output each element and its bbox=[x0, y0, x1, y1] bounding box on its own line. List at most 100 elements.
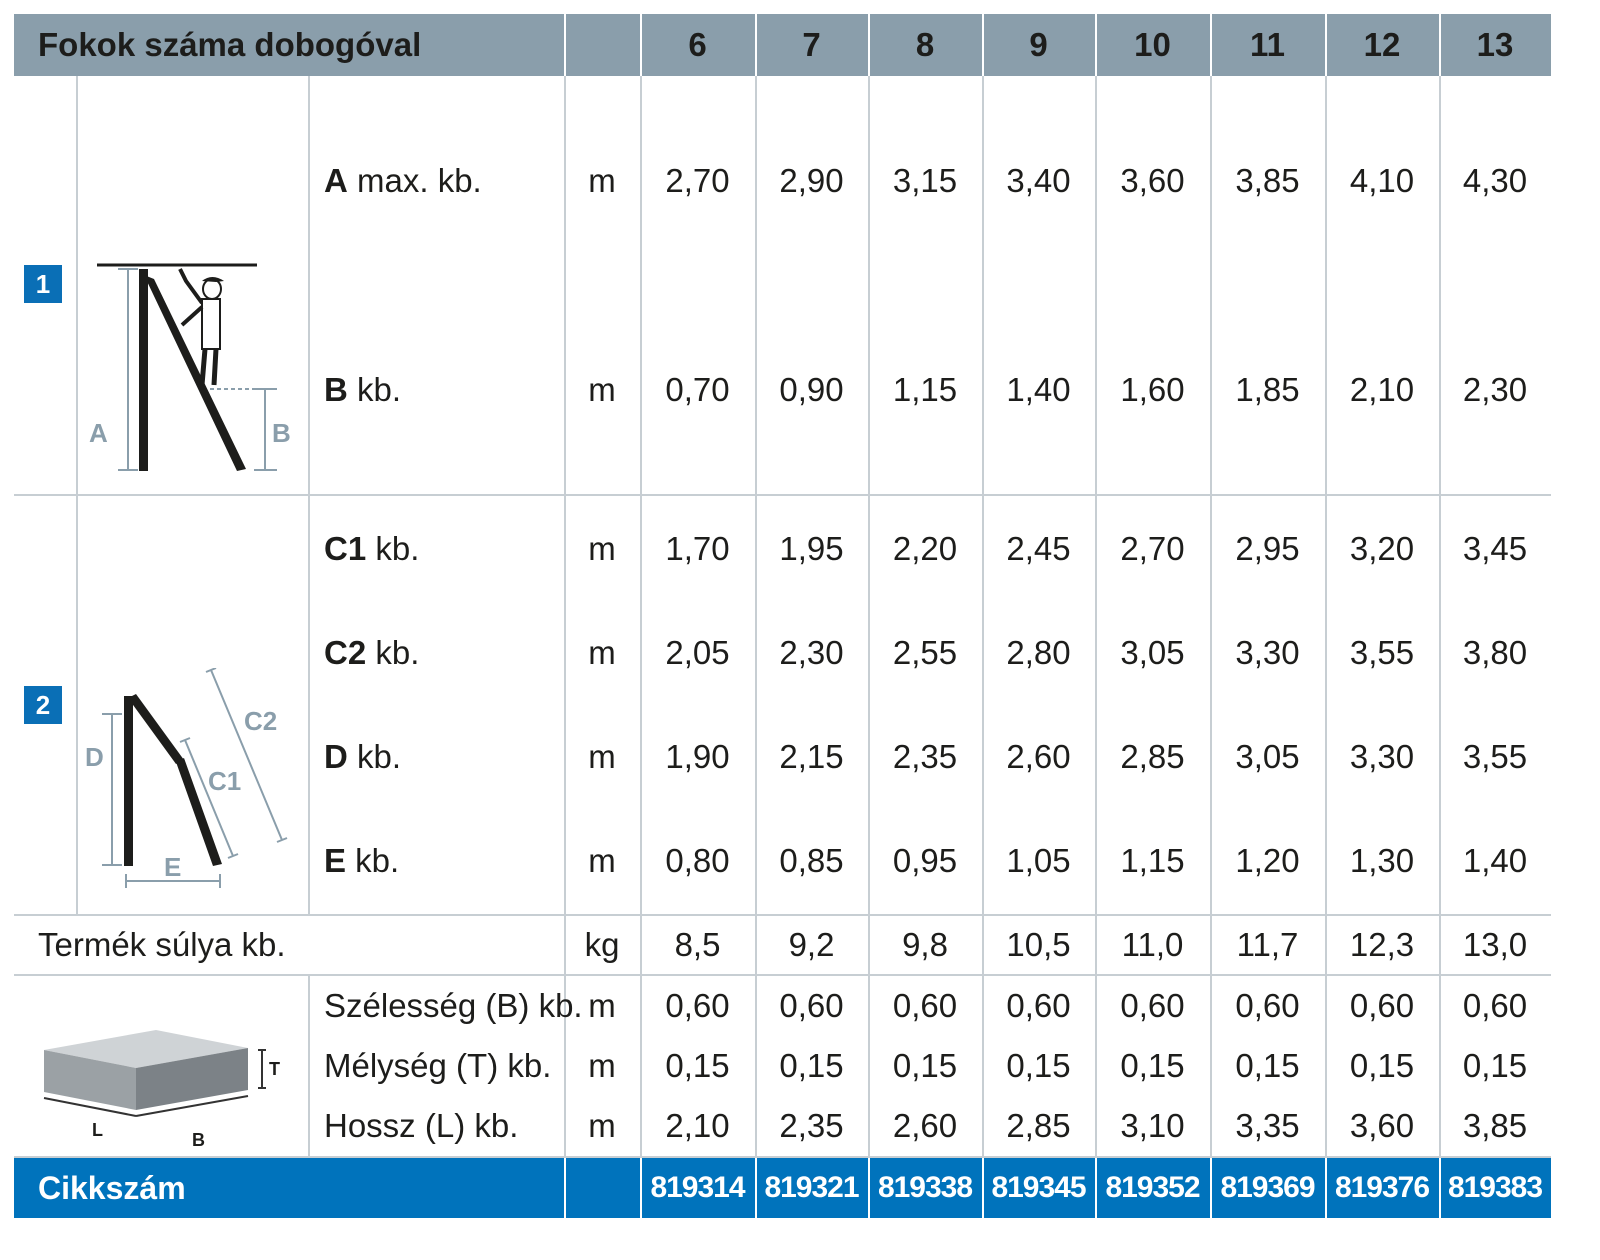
section1-row-value: 4,10 bbox=[1349, 162, 1415, 199]
header-column: 6 bbox=[688, 26, 707, 63]
section1-row-value: 0,70 bbox=[665, 371, 730, 408]
band-divider bbox=[1439, 1158, 1441, 1218]
package-label-b: B bbox=[192, 1130, 205, 1150]
section2-row-value: 2,80 bbox=[1006, 634, 1071, 671]
header-column: 13 bbox=[1476, 26, 1514, 63]
article-number: 819345 bbox=[991, 1171, 1086, 1204]
article-number: 819376 bbox=[1334, 1171, 1430, 1204]
section1-row-value: 1,40 bbox=[1006, 371, 1071, 408]
weight-value: 11,7 bbox=[1236, 926, 1299, 963]
section2-row-key: C2 bbox=[324, 634, 367, 671]
section2-row-value: 3,45 bbox=[1462, 530, 1528, 567]
section1-row-value: 2,70 bbox=[665, 162, 730, 199]
figure-1-label-b: B bbox=[272, 418, 291, 448]
band-divider bbox=[868, 14, 870, 76]
ladder-figure-1: A B bbox=[89, 263, 291, 471]
grid-vline bbox=[640, 14, 642, 1218]
article-number: 819369 bbox=[1220, 1171, 1315, 1204]
package-row-value: 0,60 bbox=[1235, 987, 1300, 1024]
section2-row-key: C1 bbox=[324, 530, 367, 567]
section1-row-value: 2,90 bbox=[779, 162, 844, 199]
weight-value: 9,2 bbox=[788, 926, 835, 963]
section1-row-value: 0,90 bbox=[779, 371, 844, 408]
package-row-value: 0,60 bbox=[665, 987, 730, 1024]
package-label-l: L bbox=[92, 1120, 103, 1140]
package-row-value: 0,15 bbox=[1235, 1047, 1300, 1084]
section2-row-value: 1,90 bbox=[665, 738, 730, 775]
section1-row-label: A max. kb. bbox=[324, 151, 562, 211]
section2-row-value: 1,05 bbox=[1006, 842, 1071, 879]
package-row-unit: m bbox=[588, 987, 616, 1024]
band-divider bbox=[640, 1158, 642, 1218]
band-divider bbox=[982, 1158, 984, 1218]
grid-vline bbox=[982, 14, 984, 1218]
package-row-value: 0,15 bbox=[665, 1047, 730, 1084]
section1-row-value: 2,10 bbox=[1349, 371, 1415, 408]
section1-row-label: B kb. bbox=[324, 360, 562, 420]
package-row-value: 0,60 bbox=[892, 987, 958, 1024]
section1-row-description: kb. bbox=[347, 371, 402, 408]
section1-row-key: A bbox=[324, 162, 348, 199]
section1-row-value: 3,15 bbox=[892, 162, 958, 199]
section2-row-value: 0,85 bbox=[779, 842, 844, 879]
package-row-value: 0,15 bbox=[1349, 1047, 1415, 1084]
package-row-value: 0,15 bbox=[1006, 1047, 1071, 1084]
grid-vline bbox=[1210, 14, 1212, 1218]
article-number: 819352 bbox=[1105, 1171, 1200, 1204]
section2-row-value: 2,45 bbox=[1006, 530, 1071, 567]
section2-row-value: 2,20 bbox=[892, 530, 958, 567]
section1-row-value: 3,40 bbox=[1006, 162, 1071, 199]
section2-row-value: 2,95 bbox=[1235, 530, 1300, 567]
section2-row-unit: m bbox=[588, 842, 616, 879]
weight-value: 12,3 bbox=[1349, 926, 1415, 963]
band-divider bbox=[1210, 14, 1212, 76]
footer-band bbox=[14, 1158, 1551, 1218]
section2-row-value: 1,30 bbox=[1349, 842, 1415, 879]
grid-vline bbox=[564, 14, 566, 1218]
figure-2-label-e: E bbox=[164, 852, 181, 882]
section2-row-value: 2,55 bbox=[892, 634, 958, 671]
section2-row-description: kb. bbox=[366, 530, 420, 567]
section1-row-value: 2,30 bbox=[1462, 371, 1528, 408]
package-row-label: Mélység (T) kb. bbox=[324, 1047, 552, 1084]
package-row-value: 2,35 bbox=[779, 1107, 844, 1144]
package-box-figure: T L B bbox=[43, 1030, 280, 1150]
section2-row-label: C1 kb. bbox=[324, 519, 562, 579]
package-row-label: Hossz (L) kb. bbox=[324, 1107, 519, 1144]
package-row-value: 0,60 bbox=[1349, 987, 1415, 1024]
package-row-value: 0,60 bbox=[1462, 987, 1528, 1024]
weight-value: 9,8 bbox=[902, 926, 948, 963]
header-column: 7 bbox=[802, 26, 821, 63]
section2-row-value: 1,40 bbox=[1462, 842, 1528, 879]
footer-label: Cikkszám bbox=[38, 1169, 186, 1206]
header-column: 10 bbox=[1134, 26, 1171, 63]
section-badge-2: 2 bbox=[24, 686, 62, 724]
weight-value: 10,5 bbox=[1006, 926, 1071, 963]
package-row-value: 3,35 bbox=[1235, 1107, 1300, 1144]
section2-row-value: 3,05 bbox=[1120, 634, 1185, 671]
package-row-value: 0,15 bbox=[892, 1047, 958, 1084]
package-row-value: 0,15 bbox=[1462, 1047, 1528, 1084]
header-band bbox=[14, 14, 1551, 76]
section2-row-key: D bbox=[324, 738, 348, 775]
grid-hline bbox=[14, 914, 1551, 916]
section2-row-value: 1,15 bbox=[1120, 842, 1185, 879]
section2-row-value: 1,95 bbox=[779, 530, 844, 567]
section2-row-value: 1,20 bbox=[1235, 842, 1300, 879]
package-row-unit: m bbox=[588, 1107, 616, 1144]
band-divider bbox=[1095, 14, 1097, 76]
section2-row-value: 3,80 bbox=[1462, 634, 1528, 671]
section2-row-label: C2 kb. bbox=[324, 623, 562, 683]
figure-2-label-d: D bbox=[85, 742, 104, 772]
section2-row-description: kb. bbox=[366, 634, 420, 671]
weight-value: 13,0 bbox=[1462, 926, 1528, 963]
grid-vline bbox=[308, 974, 310, 1156]
section1-row-value: 1,60 bbox=[1120, 371, 1185, 408]
section2-row-label: E kb. bbox=[324, 831, 562, 891]
package-row-value: 2,85 bbox=[1006, 1107, 1071, 1144]
package-row-value: 3,85 bbox=[1462, 1107, 1528, 1144]
weight-unit: kg bbox=[584, 926, 620, 963]
band-divider bbox=[640, 14, 642, 76]
grid-vline bbox=[1095, 14, 1097, 1218]
section2-row-value: 3,55 bbox=[1462, 738, 1528, 775]
